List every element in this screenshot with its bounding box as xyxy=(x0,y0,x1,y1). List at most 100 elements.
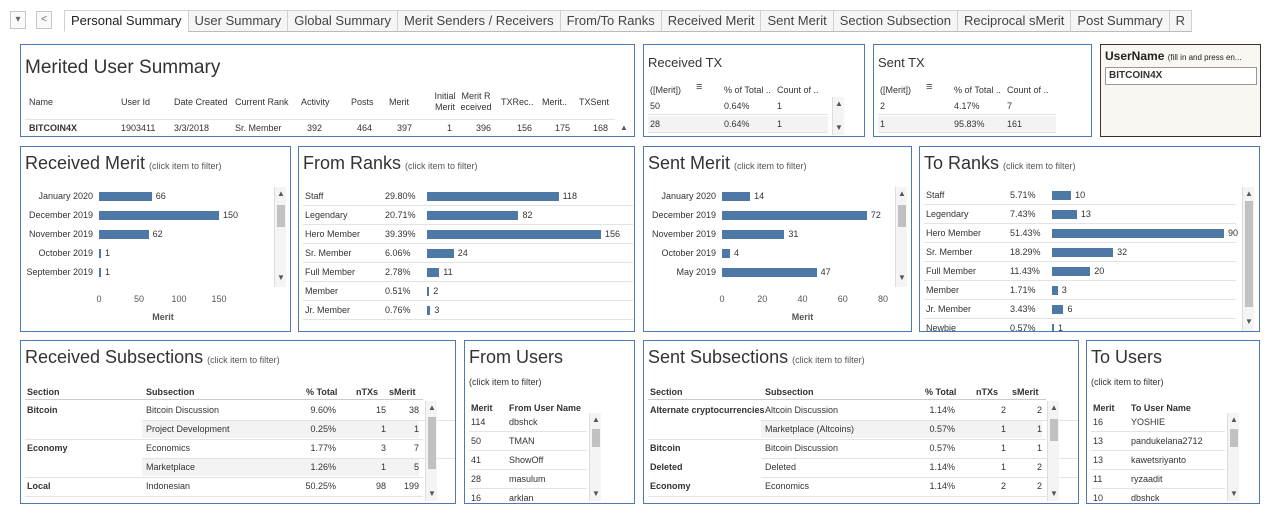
column-header[interactable]: Count of .. xyxy=(1007,85,1049,95)
category-label[interactable]: Newbie xyxy=(926,323,957,332)
bar[interactable] xyxy=(1052,229,1224,238)
bar[interactable] xyxy=(1052,210,1077,219)
bar[interactable] xyxy=(722,230,785,239)
table-cell[interactable]: Altcoin Discussion xyxy=(765,405,839,415)
bar[interactable] xyxy=(427,287,430,296)
category-label[interactable]: Jr. Member xyxy=(305,305,351,315)
scroll-down-icon[interactable]: ▼ xyxy=(1050,489,1058,498)
scrollbar[interactable]: ▲ ▼ xyxy=(895,187,907,287)
scroll-down-icon[interactable]: ▼ xyxy=(428,489,436,498)
table-cell[interactable]: TMAN xyxy=(509,436,535,446)
scroll-down-icon[interactable]: ▼ xyxy=(835,123,843,132)
column-header[interactable]: Subsection xyxy=(146,387,195,397)
table-cell[interactable]: masulum xyxy=(509,474,546,484)
bar[interactable] xyxy=(99,230,149,239)
username-input[interactable]: BITCOIN4X xyxy=(1105,67,1257,85)
bar[interactable] xyxy=(427,306,431,315)
bar[interactable] xyxy=(722,268,817,277)
column-header[interactable]: Date Created xyxy=(174,97,228,107)
table-cell[interactable]: Economics xyxy=(765,481,810,491)
scroll-thumb[interactable] xyxy=(428,417,436,469)
category-label[interactable]: Sr. Member xyxy=(305,248,352,258)
tab-personal-summary[interactable]: Personal Summary xyxy=(64,10,189,32)
column-header[interactable]: Section xyxy=(650,387,683,397)
bar[interactable] xyxy=(427,211,519,220)
table-cell[interactable]: arklan xyxy=(509,493,534,503)
bar[interactable] xyxy=(722,192,751,201)
category-label[interactable]: December 2019 xyxy=(651,210,716,220)
scroll-thumb[interactable] xyxy=(1230,429,1238,447)
tab-global-summary[interactable]: Global Summary xyxy=(287,10,399,32)
category-label[interactable]: January 2020 xyxy=(661,191,716,201)
column-header[interactable]: Current Rank xyxy=(235,97,289,107)
column-header[interactable]: % of Total .. xyxy=(954,85,1001,95)
bar[interactable] xyxy=(1052,248,1114,257)
column-header[interactable]: sMerit xyxy=(1012,387,1039,397)
column-header[interactable]: Activity xyxy=(301,97,330,107)
table-cell[interactable]: pandukelana2712 xyxy=(1131,436,1203,446)
scroll-down-icon[interactable]: ▼ xyxy=(1230,489,1238,498)
category-label[interactable]: Jr. Member xyxy=(926,304,972,314)
scroll-down-icon[interactable]: ▼ xyxy=(898,273,906,282)
tab-post-summary[interactable]: Post Summary xyxy=(1070,10,1170,32)
scrollbar[interactable]: ▲ ▼ xyxy=(1242,187,1254,331)
column-header[interactable]: Initial Merit xyxy=(434,91,456,112)
table-cell[interactable]: kawetsriyanto xyxy=(1131,455,1187,465)
category-label[interactable]: November 2019 xyxy=(28,229,93,239)
scroll-thumb[interactable] xyxy=(898,205,906,227)
scroll-up-icon[interactable]: ▲ xyxy=(835,99,843,108)
column-header[interactable]: Section xyxy=(27,387,60,397)
table-cell[interactable]: Project Development xyxy=(146,424,230,434)
scroll-up-icon[interactable]: ▲ xyxy=(1050,403,1058,412)
scroll-up-icon[interactable]: ▲ xyxy=(428,403,436,412)
column-header[interactable]: Merit R eceived xyxy=(460,91,492,112)
column-header[interactable]: % Total xyxy=(306,387,338,397)
bar[interactable] xyxy=(1052,324,1054,331)
tabs-back-button[interactable]: < xyxy=(36,11,52,29)
tab-from-to-ranks[interactable]: From/To Ranks xyxy=(559,10,662,32)
column-header[interactable]: Count of .. xyxy=(777,85,819,95)
scroll-up-icon[interactable]: ▲ xyxy=(1230,415,1238,424)
scrollbar[interactable]: ▲ ▼ xyxy=(832,97,844,135)
column-header[interactable]: ([Merit]) xyxy=(650,85,681,95)
category-label[interactable]: Staff xyxy=(926,190,945,200)
scrollbar[interactable]: ▲ ▼ xyxy=(589,413,601,501)
column-header[interactable]: Merit xyxy=(1093,403,1115,413)
bar[interactable] xyxy=(427,192,559,201)
bar[interactable] xyxy=(99,211,219,220)
category-label[interactable]: Hero Member xyxy=(926,228,982,238)
table-cell[interactable]: Bitcoin Discussion xyxy=(146,405,220,415)
scrollbar[interactable]: ▲ ▼ xyxy=(425,401,437,501)
column-header[interactable]: Merit.. xyxy=(542,97,568,107)
scrollbar[interactable]: ▲ ▼ xyxy=(1227,413,1239,501)
column-header[interactable]: % of Total .. xyxy=(724,85,771,95)
category-label[interactable]: Legendary xyxy=(926,209,969,219)
table-cell[interactable]: Economics xyxy=(146,443,191,453)
bar[interactable] xyxy=(427,249,454,258)
bar[interactable] xyxy=(1052,286,1058,295)
category-label[interactable]: May 2019 xyxy=(676,267,716,277)
tab-sent-merit[interactable]: Sent Merit xyxy=(760,10,834,32)
column-header[interactable]: User Id xyxy=(121,97,151,107)
tab-received-merit[interactable]: Received Merit xyxy=(660,10,762,32)
category-label[interactable]: October 2019 xyxy=(661,248,716,258)
bar[interactable] xyxy=(99,192,152,201)
tab-user-summary[interactable]: User Summary xyxy=(187,10,289,32)
bar[interactable] xyxy=(722,249,731,258)
column-header[interactable]: nTXs xyxy=(976,387,999,397)
column-header[interactable]: % Total xyxy=(925,387,957,397)
category-label[interactable]: Staff xyxy=(305,191,324,201)
bar[interactable] xyxy=(427,268,440,277)
table-cell[interactable]: YOSHIE xyxy=(1131,417,1166,427)
scroll-up-icon[interactable]: ▲ xyxy=(620,123,628,132)
column-header[interactable]: ([Merit]) xyxy=(880,85,911,95)
sort-icon[interactable]: ≡ xyxy=(926,81,933,93)
bar[interactable] xyxy=(1052,267,1091,276)
bar[interactable] xyxy=(427,230,601,239)
table-cell[interactable]: dbshck xyxy=(509,417,538,427)
bar[interactable] xyxy=(99,249,101,258)
column-header[interactable]: To User Name xyxy=(1131,403,1191,413)
category-label[interactable]: Full Member xyxy=(305,267,356,277)
tab-r[interactable]: R xyxy=(1168,10,1193,32)
category-label[interactable]: Member xyxy=(926,285,960,295)
